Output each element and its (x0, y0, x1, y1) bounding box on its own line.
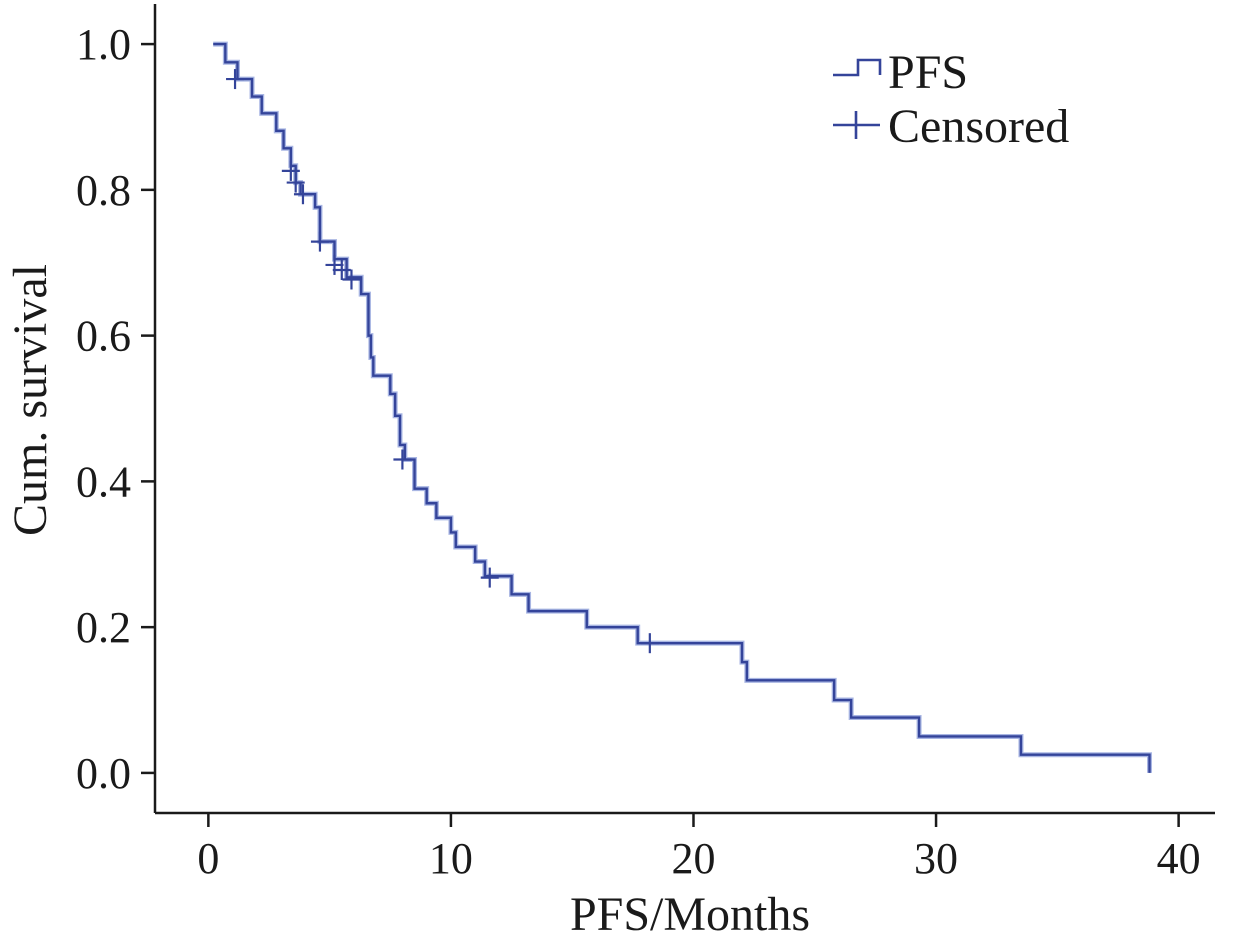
series-halo-pfs (213, 41, 1153, 773)
series-layer (213, 41, 1153, 773)
x-ticks: 0 10 20 30 40 (197, 813, 1201, 883)
censor-mark (226, 69, 245, 90)
censor-mark (325, 254, 344, 275)
x-axis-title: PFS/Months (570, 888, 810, 941)
censor-mark (281, 160, 300, 181)
censor-mark (342, 269, 361, 290)
censor-marks (226, 69, 659, 654)
y-axis-title: Cum. survival (4, 264, 57, 536)
y-tick-label: 1.0 (76, 20, 131, 69)
x-tick-label: 0 (197, 834, 219, 883)
series-line-pfs (213, 42, 1151, 773)
censor-mark (393, 449, 412, 470)
x-tick-label: 40 (1157, 834, 1201, 883)
x-tick-label: 30 (914, 834, 958, 883)
y-tick-label: 0.2 (76, 603, 131, 652)
legend-label-pfs: PFS (888, 46, 968, 99)
censor-mark (293, 184, 312, 205)
axes (153, 4, 1215, 815)
y-ticks: 0.0 0.2 0.4 0.6 0.8 1.0 (76, 20, 155, 798)
y-tick-label: 0.4 (76, 457, 131, 506)
censor-mark (286, 172, 305, 193)
y-tick-label: 0.6 (76, 312, 131, 361)
legend-entry-censored: Censored (833, 100, 1069, 153)
censor-mark (332, 260, 351, 281)
x-tick-label: 20 (671, 834, 715, 883)
censor-mark (640, 633, 659, 654)
x-tick-label: 10 (429, 834, 473, 883)
legend-entry-pfs: PFS (833, 46, 968, 99)
censor-mark (480, 567, 499, 588)
legend-label-censored: Censored (888, 100, 1069, 153)
y-tick-label: 0.8 (76, 166, 131, 215)
y-tick-label: 0.0 (76, 749, 131, 798)
legend-step-symbol (833, 58, 882, 77)
legend: PFS Censored (833, 46, 1069, 153)
censor-mark (310, 231, 329, 252)
